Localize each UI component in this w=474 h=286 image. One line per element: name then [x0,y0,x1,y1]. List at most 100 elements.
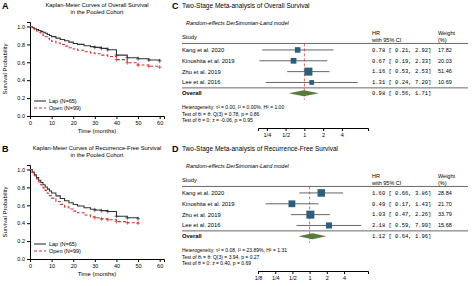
statistics-note: Test of θᵢ = θ: Q(3) = 0.78, p = 0.86 [182,111,260,117]
tick-mark [27,26,30,27]
tick-mark [27,205,30,206]
study-label: Zhu et al. 2019 [182,69,221,75]
tick: 50 [136,116,142,126]
statistics-note: Heterogeneity: τ² = 0.08, I² = 23.89%, H… [182,247,287,253]
tick: 10 [49,259,55,269]
tick-label: 0.0 [17,113,25,119]
tick: 0.8 [17,185,30,191]
tick: 0.0 [17,256,30,262]
tick-mark [52,116,53,119]
hr-label: 1.03 [ 0.47, 2.26] [372,211,431,218]
x-axis-title: Time (months) [78,128,116,134]
tick: 40 [114,116,120,126]
legend-label: Lap (N=65) [49,98,77,104]
censor-mark [125,216,129,220]
plot-area [259,43,357,99]
hr-box [289,200,296,207]
tick-mark [138,116,139,119]
y-axis: 0.0 0.2 0.4 0.6 0.8 1.0 [17,166,30,263]
tick-mark [27,98,30,99]
tick: 1/4 [264,128,272,138]
tick: 0.0 [17,113,30,119]
title: Kaplan-Meier Curves of Recurrence-Free S… [33,145,162,158]
tick-mark [116,259,117,262]
weight-label: 28.84 [438,190,452,196]
tick: 30 [92,259,98,269]
tick: 0.2 [17,238,30,244]
panel-label: B [2,144,9,154]
censor-mark [114,58,118,62]
tick-label: 0.6 [17,203,25,209]
legend-swatch [34,107,46,108]
tick-label: 40 [114,263,120,269]
hr-label: 0.67 [ 0.19, 2.33] [372,58,431,65]
tick-mark [258,271,259,274]
hr-label: 1.60 [ 0.66, 3.86] [372,190,431,197]
tick-label: 0 [29,120,32,126]
weight-label: 33.79 [438,211,452,217]
tick: 0.4 [17,220,30,226]
hr-label: 1.16 [ 0.53, 2.53] [372,68,431,75]
plot-area [30,169,140,225]
tick-label: 0.2 [17,95,25,101]
weight-label: 10.69 [438,79,452,85]
hr-box [309,80,314,85]
tick-mark [160,116,161,119]
tick: 60 [157,259,163,269]
column-header: Weight [438,173,455,179]
tick-label: 60 [157,120,163,126]
statistics-note: Heterogeneity: τ² = 0.00, I² = 0.00%, H²… [182,104,284,110]
legend-item: Lap (N=65) [34,241,77,247]
tick-label: 1 [309,275,312,281]
tick-label: 1/4 [272,275,280,281]
tick: 0 [29,116,32,126]
censor-mark [114,214,118,218]
study-label: Lee et al. 2016 [182,79,220,85]
hr-label: 0.49 [ 0.17, 1.43] [372,201,431,208]
panel-label: C [172,1,179,11]
tick-mark [116,116,117,119]
overall-label: Overall [182,233,202,239]
censor-mark [99,46,103,50]
hr-box [304,68,312,76]
tick-mark [304,128,305,131]
tick-mark [342,128,343,131]
km-panel: B Kaplan-Meier Curves of Recurrence-Free … [2,144,165,277]
weight-label: 21.70 [438,201,452,207]
censor-mark [136,63,140,67]
overall-label: Overall [182,90,202,96]
subtitle: Random-effects DerSimonian-Laird model [186,20,289,26]
title: Two-Stage Meta-analysis of Recurrence-Fr… [182,145,339,153]
tick-mark [52,259,53,262]
separator [182,43,468,44]
study-label: Kang et al. 2020 [182,190,224,196]
censor-mark [106,210,110,214]
tick-label: 0.2 [17,238,25,244]
panel-label: A [2,1,9,11]
tick-mark [27,223,30,224]
tick-label: 10 [49,120,55,126]
censor-mark [158,59,162,63]
weight-label: 20.03 [438,58,452,64]
tick: 20 [71,259,77,269]
censor-mark [158,65,162,69]
column-header: with 95% CI [371,180,402,186]
axis-line [259,272,369,275]
hr-box [295,47,301,53]
tick-mark [344,271,345,274]
km-curve [30,26,160,60]
tick: 0 [29,259,32,269]
censor-mark [99,209,103,213]
tick-mark [27,187,30,188]
tick-label: 1.0 [17,167,25,173]
tick: 20 [71,116,77,126]
tick: 10 [49,116,55,126]
study-label: Kinoshita et al. 2019 [182,58,235,64]
hr-box [291,58,297,64]
tick: 1/2 [289,271,297,281]
tick-label: 1/8 [255,275,263,281]
separator [182,186,468,187]
tick-label: 2 [322,132,325,138]
column-header: Weight [438,30,455,36]
study-label: Lee et al. 2016 [182,222,220,228]
